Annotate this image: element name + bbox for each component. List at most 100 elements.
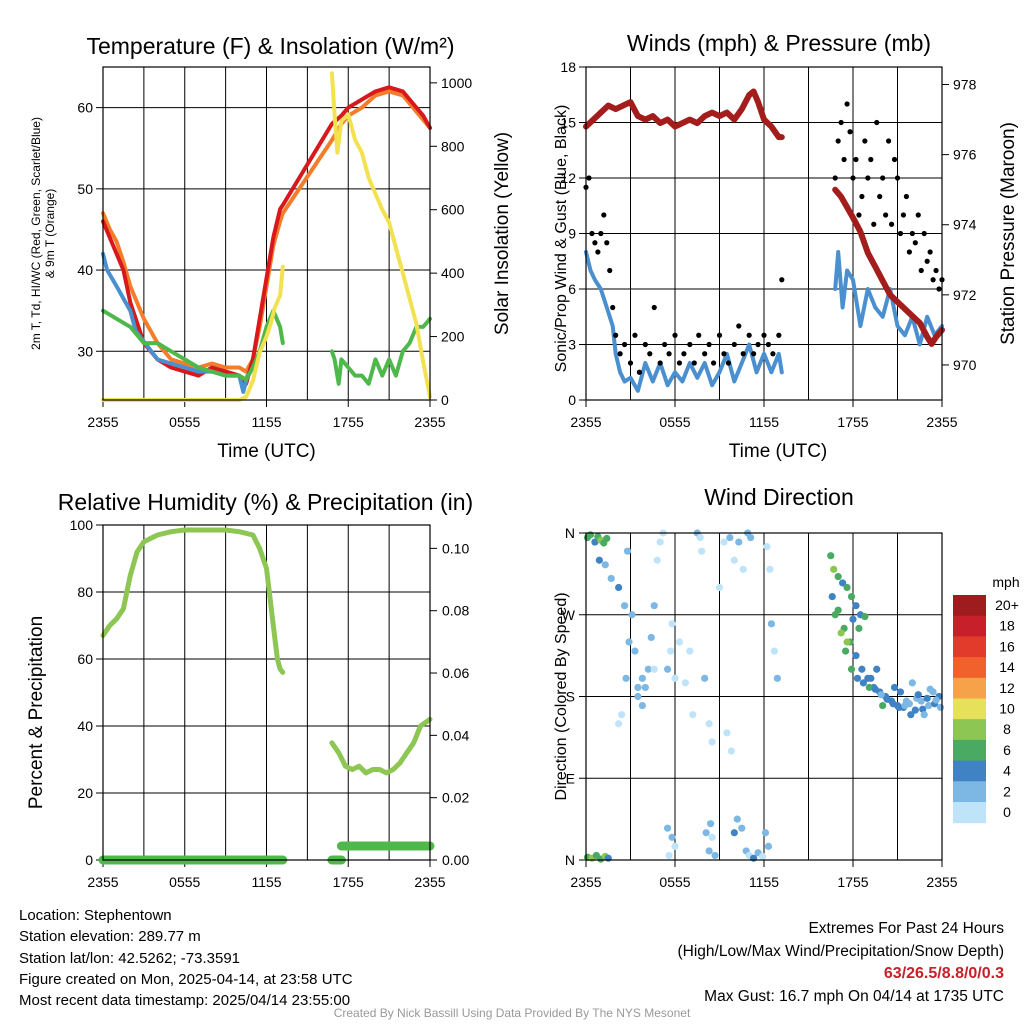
direction-point (698, 547, 706, 555)
y-tick-label: 60 (77, 651, 93, 667)
y2-axis-label: Solar Insolation (Yellow) (492, 132, 513, 335)
y2-tick-label: 800 (441, 138, 465, 154)
colorbar-label: 2 (1003, 783, 1011, 799)
plot-border (102, 66, 431, 401)
x-tick-label: 0555 (659, 874, 690, 890)
direction-point (883, 695, 891, 703)
gust-point (589, 230, 595, 237)
gust-point (761, 332, 767, 338)
direction-point (747, 533, 755, 542)
direction-point (758, 852, 767, 860)
y2-axis-label-text: Solar Insolation (Yellow) (492, 132, 513, 335)
gust-point (877, 193, 883, 200)
y2-tick-label: 978 (953, 77, 977, 93)
direction-point (770, 647, 778, 655)
x-tick-label: 1155 (251, 874, 281, 890)
direction-point (843, 638, 851, 646)
direction-point (663, 824, 672, 832)
direction-point (653, 556, 661, 564)
x-tick-label: 1155 (251, 414, 281, 430)
direction-point (656, 538, 664, 546)
gust-point (765, 341, 772, 348)
gust-point (874, 119, 880, 126)
y-tick-label: 18 (560, 59, 576, 75)
direction-point (586, 531, 595, 539)
direction-point (696, 533, 704, 542)
y-axis-label-text: Percent & Precipitation (26, 616, 47, 809)
temp-series-line (329, 71, 432, 399)
gust-point (880, 175, 886, 181)
x-axis-label: Time (UTC) (217, 441, 316, 462)
direction-point (920, 711, 928, 719)
gust-point (751, 351, 757, 357)
x-tick-label: 2355 (414, 874, 445, 890)
y-tick-label: 0 (568, 392, 576, 408)
x-tick-label: 1155 (749, 414, 779, 430)
extremes-panel: Extremes For Past 24 Hours (High/Low/Max… (678, 918, 1005, 1008)
direction-point (834, 573, 842, 581)
y-tick-label: E (566, 770, 575, 786)
direction-point (865, 683, 873, 692)
gust-point (856, 212, 862, 218)
direction-point (595, 556, 603, 564)
gust-point (657, 360, 663, 366)
y2-tick-label: 600 (441, 202, 465, 218)
direction-point (889, 700, 897, 708)
y-tick-label: 40 (77, 262, 93, 278)
direction-point (715, 583, 724, 592)
gust-point (883, 212, 889, 218)
direction-point (773, 674, 781, 682)
colorbar-label: 18 (999, 618, 1015, 634)
gust-point (862, 138, 868, 144)
direction-point (923, 694, 931, 702)
temp-series-line (101, 308, 285, 382)
y2-tick-label: 0.04 (442, 727, 469, 743)
y2-axis-label-text: Station Pressure (Maroon) (998, 122, 1019, 345)
direction-point (663, 665, 672, 673)
winds-chart: 2355 0555 1155 1755 2355 0 3 6 9 12 15 18 970 972 974 9… (553, 30, 1019, 462)
plot-border (585, 66, 943, 401)
direction-point (727, 747, 735, 755)
temp-series-line (329, 316, 432, 386)
direction-point (852, 652, 860, 660)
direction-point (634, 692, 642, 701)
plot-border (585, 532, 943, 861)
y2-tick-label: 400 (441, 265, 465, 281)
direction-point (675, 638, 684, 646)
gust-point (621, 341, 628, 348)
y-axis-label-text: Sonic/Prop Wind & Gust (Blue, Black) (553, 105, 570, 373)
x-tick-label: 1755 (333, 874, 364, 890)
location-text: Location: Stephentown (19, 907, 172, 924)
direction-point (902, 697, 911, 705)
gust-point (740, 351, 746, 357)
y-tick-label: 15 (560, 115, 576, 131)
colorbar-title: mph (992, 574, 1019, 590)
y-tick-label: N (565, 525, 575, 541)
direction-point (631, 647, 639, 655)
recent-text: Most recent data timestamp: 2025/04/14 2… (19, 992, 351, 1010)
direction-point (764, 842, 773, 850)
direction-point (830, 565, 838, 573)
x-tick-label: 1155 (749, 874, 779, 890)
direction-point (603, 534, 611, 543)
gust-point (595, 249, 601, 255)
colorbar-swatch (953, 677, 986, 699)
wind-line (833, 250, 944, 347)
colorbar-swatch (953, 739, 986, 762)
y2-tick-label: 200 (441, 329, 465, 345)
gust-point (627, 360, 634, 366)
gust-point (909, 230, 915, 237)
y2-tick-label: 0 (441, 392, 449, 408)
x-tick-label: 2355 (570, 874, 601, 890)
direction-point (650, 602, 658, 610)
pressure-line (832, 186, 945, 347)
y-axis-label: 2m T, Td, HI/WC (Red, Green, Scarlet/Blu… (29, 117, 57, 350)
direction-point (738, 824, 746, 832)
direction-point (831, 611, 839, 619)
direction-point (766, 565, 774, 573)
gust-point (770, 351, 776, 357)
y-tick-label: 80 (77, 584, 93, 600)
direction-point (932, 696, 940, 704)
direction-point (896, 688, 905, 696)
gust-point (891, 156, 898, 163)
